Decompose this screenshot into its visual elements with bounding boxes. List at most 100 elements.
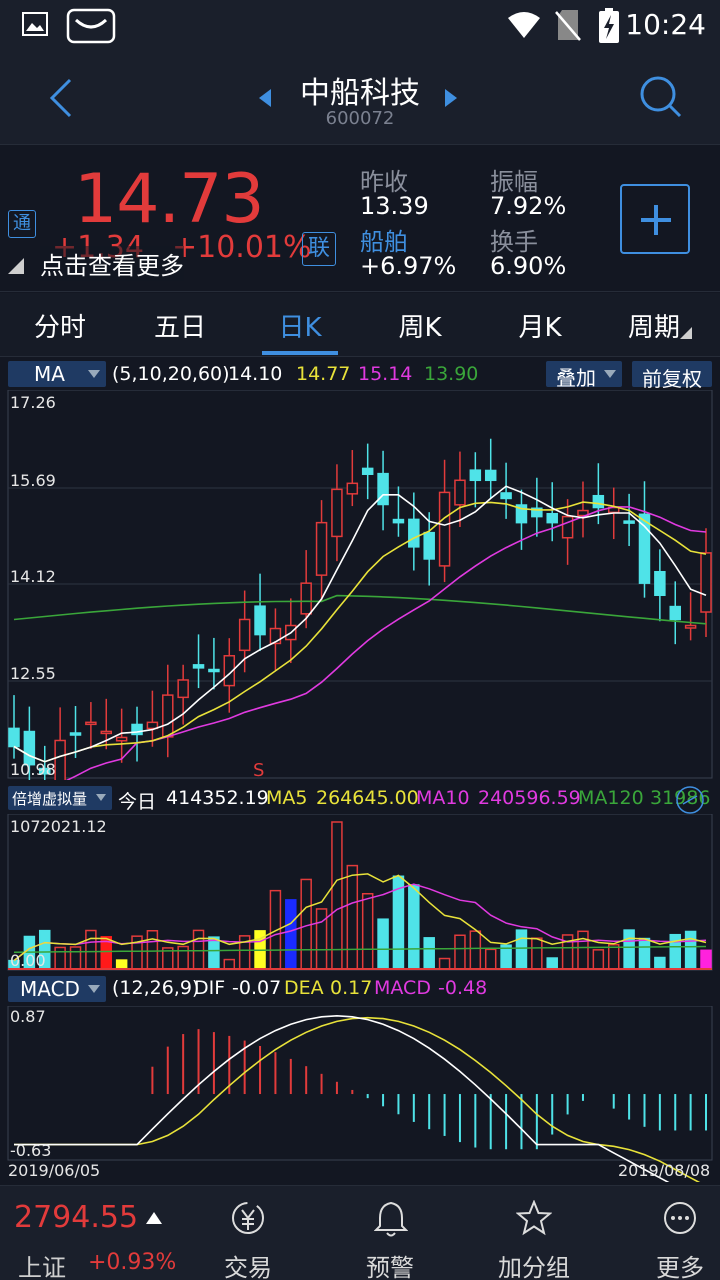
nav-add-group[interactable]: 加分组 [474, 1186, 594, 1280]
volume-bar [438, 957, 451, 970]
candle-body [484, 469, 497, 482]
active-tab-indicator [262, 351, 338, 355]
amplitude-value: 7.92% [490, 192, 567, 220]
volume-bar [208, 936, 220, 970]
kline-chart[interactable]: 17.26 15.69 14.12 12.55 10.98 S [0, 390, 720, 780]
add-watchlist-button[interactable] [620, 184, 690, 254]
candle-body [392, 518, 405, 524]
volume-bar [69, 946, 82, 970]
macd-frame [7, 1006, 713, 1161]
candle-body [454, 479, 466, 506]
candle-body [162, 694, 174, 738]
volume-indicator-selector[interactable]: 倍增虚拟量 [8, 786, 112, 810]
ma10-value: 14.77 [296, 363, 351, 385]
lian-badge[interactable]: 联 [302, 232, 336, 266]
tab-daily-k[interactable]: 日K [278, 313, 322, 343]
dea-value: 0.17 [330, 977, 373, 999]
candle-body [115, 736, 128, 742]
vol-ma10-value: 240596.59 [478, 787, 581, 809]
ma-selector[interactable]: MA [8, 361, 106, 387]
macd-tick-top: 0.87 [10, 1007, 46, 1026]
next-stock-icon[interactable] [444, 88, 458, 108]
tab-weekly-k[interactable]: 周K [398, 313, 442, 343]
volume-chart[interactable]: 1072021.12 0.00 [0, 814, 720, 972]
candle-body [39, 767, 51, 775]
volume-bar [515, 929, 528, 970]
candle-body [131, 723, 143, 736]
candle-body [223, 655, 236, 687]
up-arrow-icon [146, 1212, 162, 1224]
candle-body [546, 512, 558, 524]
volume-bar [423, 937, 435, 970]
candle-body [315, 521, 328, 576]
nav-trade-label: 交易 [224, 1254, 272, 1280]
prev-close-label: 昨收 [360, 168, 408, 196]
dif-label: DIF [194, 977, 226, 999]
tab-monthly-k[interactable]: 月K [518, 313, 562, 343]
nav-more-label: 更多 [656, 1254, 704, 1280]
tab-period[interactable]: 周期 [627, 313, 680, 343]
candle-body [500, 492, 512, 500]
ma20-line [65, 506, 707, 780]
prev-stock-icon[interactable] [258, 88, 272, 108]
volume-bar [377, 918, 389, 970]
index-ticker[interactable]: 2794.55 上证 +0.93% [0, 1186, 176, 1280]
macd-selector[interactable]: MACD [8, 976, 106, 1002]
macd-params: (12,26,9) [112, 977, 200, 999]
chevron-down-icon [88, 985, 100, 993]
nav-more[interactable]: 更多 [600, 1186, 720, 1280]
overlay-button[interactable]: 叠加 [546, 361, 622, 390]
volume-bar [577, 930, 589, 970]
end-date: 2019/08/08 [618, 1161, 710, 1180]
settings-circle-icon[interactable] [674, 784, 706, 816]
ma-params: (5,10,20,60) [112, 363, 230, 385]
candle-body [208, 668, 220, 673]
adjust-button[interactable]: 前复权 [632, 361, 712, 391]
period-dropdown-icon [680, 327, 692, 339]
nav-alert[interactable]: 预警 [330, 1186, 450, 1280]
candle-body [269, 627, 282, 645]
macd-value: -0.48 [438, 977, 488, 999]
last-price: 14.73 [74, 160, 265, 239]
nav-add-group-label: 加分组 [498, 1254, 570, 1280]
volume-bar [454, 934, 466, 970]
tab-five-day[interactable]: 五日 [153, 313, 206, 343]
volume-bar [315, 908, 328, 970]
search-icon[interactable] [638, 74, 682, 120]
candle-body [54, 739, 66, 780]
volume-bar [684, 930, 697, 970]
period-tabs: 分时 五日 日K 周K 月K 周期 [0, 293, 720, 357]
tap-hint[interactable]: 点击查看更多 [40, 246, 184, 281]
volume-bar [592, 949, 605, 970]
volume-bar [177, 945, 189, 970]
candle-body [638, 513, 651, 584]
vol-ma10-label: MA10 [416, 787, 470, 809]
candle-body [408, 518, 420, 548]
candle-body [69, 732, 82, 736]
vol-ma5-line [13, 873, 707, 962]
index-name: 上证 [18, 1254, 66, 1280]
candle-body [85, 721, 97, 726]
volume-bar [331, 821, 343, 970]
candle-body [100, 730, 113, 735]
nav-trade[interactable]: 交易 [188, 1186, 308, 1280]
volume-bar [223, 958, 236, 970]
dea-label: DEA [284, 977, 324, 999]
tab-intraday[interactable]: 分时 [33, 313, 86, 343]
quote-panel[interactable]: 通 14.73 +1.34 +10.01% 点击查看更多 联 昨收 13.39 … [0, 146, 720, 292]
macd-selector-label: MACD [20, 977, 80, 1001]
vol-ma120-value: 31986 [650, 787, 711, 809]
sector-label[interactable]: 船舶 [360, 228, 408, 256]
candle-body [238, 618, 251, 652]
vol-tick-top: 1072021.12 [10, 817, 107, 836]
volume-bar [700, 949, 712, 970]
macd-chart[interactable]: 0.87 -0.63 2019/06/05 2019/08/08 [0, 1006, 720, 1182]
tong-badge[interactable]: 通 [8, 210, 36, 238]
ma60-line [13, 594, 707, 625]
candle-body [684, 624, 697, 629]
corner-triangle-icon [8, 258, 24, 274]
nav-alert-label: 预警 [366, 1254, 414, 1280]
back-icon[interactable] [46, 76, 74, 120]
price-tick-3: 14.12 [10, 567, 56, 586]
prev-close-value: 13.39 [360, 192, 429, 220]
